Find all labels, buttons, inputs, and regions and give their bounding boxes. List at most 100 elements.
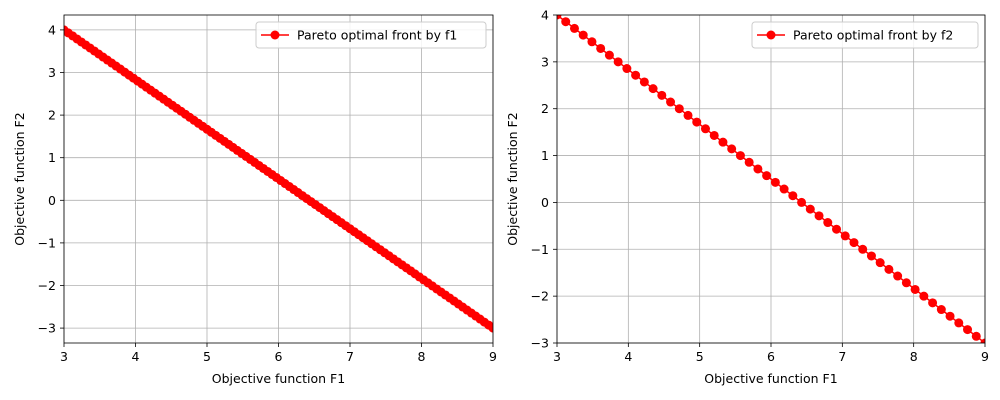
data-point bbox=[893, 271, 903, 281]
data-point bbox=[866, 251, 876, 261]
legend-label: Pareto optimal front by f2 bbox=[793, 28, 953, 43]
data-point bbox=[823, 218, 833, 228]
data-point bbox=[692, 117, 702, 127]
data-point bbox=[858, 244, 868, 254]
y-tick-label: −1 bbox=[38, 235, 56, 250]
chart-left: 3 4 5 6 7 8 9 −3 −2 −1 0 1 2 3 4 Objective function F1 O… bbox=[12, 14, 497, 386]
x-tick-label: 7 bbox=[346, 349, 354, 364]
x-tick-label: 6 bbox=[767, 349, 775, 364]
grid bbox=[63, 15, 494, 343]
legend: Pareto optimal front by f1 bbox=[255, 21, 487, 49]
x-axis-label: Objective function F1 bbox=[212, 371, 345, 386]
y-tick-label: 3 bbox=[541, 54, 549, 69]
x-tick-label: 8 bbox=[910, 349, 918, 364]
data-point bbox=[945, 311, 955, 321]
y-tick-label: 3 bbox=[48, 65, 56, 80]
x-tick-label: 5 bbox=[696, 349, 704, 364]
data-point bbox=[901, 278, 911, 288]
y-tick-label: 2 bbox=[48, 108, 56, 123]
y-tick-label: 2 bbox=[541, 101, 549, 116]
y-tick-label: 4 bbox=[48, 22, 56, 37]
data-point bbox=[639, 77, 649, 87]
data-point bbox=[770, 177, 780, 187]
y-axis-label: Objective function F2 bbox=[12, 112, 27, 245]
x-axis-label: Objective function F1 bbox=[704, 371, 837, 386]
x-tick-label: 8 bbox=[418, 349, 426, 364]
data-point bbox=[936, 305, 946, 315]
x-tick-label: 3 bbox=[60, 349, 68, 364]
y-axis-label: Objective function F2 bbox=[505, 112, 520, 245]
y-tick-label: 1 bbox=[48, 150, 56, 165]
data-point bbox=[814, 211, 824, 221]
data-point bbox=[980, 338, 985, 343]
y-tick-label: 0 bbox=[541, 195, 549, 210]
x-tick-label: 9 bbox=[489, 349, 497, 364]
data-point bbox=[557, 15, 562, 20]
data-point bbox=[910, 284, 920, 294]
x-tick-label: 5 bbox=[203, 349, 211, 364]
data-point bbox=[727, 144, 737, 154]
data-point bbox=[762, 171, 772, 181]
data-point bbox=[954, 318, 964, 328]
x-tick-label: 3 bbox=[553, 349, 561, 364]
y-tick-label: 4 bbox=[541, 8, 549, 23]
y-tick-label: 1 bbox=[541, 148, 549, 163]
data-point bbox=[604, 50, 614, 60]
grid bbox=[556, 14, 986, 344]
data-point bbox=[648, 84, 658, 94]
data-point bbox=[832, 224, 842, 234]
data-point bbox=[700, 124, 710, 134]
data-point bbox=[683, 110, 693, 120]
data-point bbox=[587, 37, 597, 47]
data-point bbox=[875, 258, 885, 268]
legend-marker bbox=[766, 30, 776, 40]
data-point bbox=[963, 325, 973, 335]
data-point bbox=[569, 23, 579, 33]
data-point bbox=[596, 43, 606, 53]
data-point bbox=[797, 197, 807, 207]
data-point bbox=[631, 70, 641, 80]
data-point bbox=[735, 151, 745, 161]
data-point bbox=[884, 264, 894, 274]
x-tick-label: 9 bbox=[981, 349, 989, 364]
y-tick-label: −3 bbox=[38, 321, 56, 336]
data-point bbox=[578, 30, 588, 40]
legend-box bbox=[255, 21, 487, 49]
data-point bbox=[788, 191, 798, 201]
legend-box bbox=[751, 21, 979, 49]
legend-marker bbox=[270, 30, 280, 40]
data-point bbox=[666, 97, 676, 107]
data-point bbox=[779, 184, 789, 194]
chart-right: 3 4 5 6 7 8 9 −3 −2 −1 0 1 2 3 4 Objective function F1 O… bbox=[505, 8, 989, 387]
data-point bbox=[849, 238, 859, 248]
y-tick-label: −3 bbox=[531, 336, 549, 351]
legend-label: Pareto optimal front by f1 bbox=[297, 28, 457, 43]
data-point bbox=[744, 157, 754, 167]
data-point bbox=[561, 17, 571, 27]
data-point bbox=[840, 231, 850, 241]
data-point bbox=[805, 204, 815, 214]
data-point bbox=[622, 64, 632, 74]
data-point bbox=[928, 298, 938, 308]
data-point bbox=[613, 57, 623, 67]
y-tick-label: 0 bbox=[48, 193, 56, 208]
data-point bbox=[971, 331, 981, 341]
data-point bbox=[709, 130, 719, 140]
data-point bbox=[718, 137, 728, 147]
y-tick-label: −2 bbox=[38, 278, 56, 293]
data-point bbox=[919, 291, 929, 301]
data-point bbox=[488, 323, 493, 333]
x-tick-label: 4 bbox=[624, 349, 632, 364]
data-point bbox=[657, 90, 667, 100]
y-tick-label: −1 bbox=[531, 242, 549, 257]
x-tick-label: 7 bbox=[838, 349, 846, 364]
x-tick-label: 4 bbox=[132, 349, 140, 364]
x-tick-label: 6 bbox=[275, 349, 283, 364]
data-point bbox=[753, 164, 763, 174]
series-1 bbox=[557, 15, 985, 343]
y-tick-label: −2 bbox=[531, 289, 549, 304]
data-point bbox=[674, 104, 684, 114]
legend: Pareto optimal front by f2 bbox=[751, 21, 979, 49]
series-1 bbox=[64, 25, 493, 333]
